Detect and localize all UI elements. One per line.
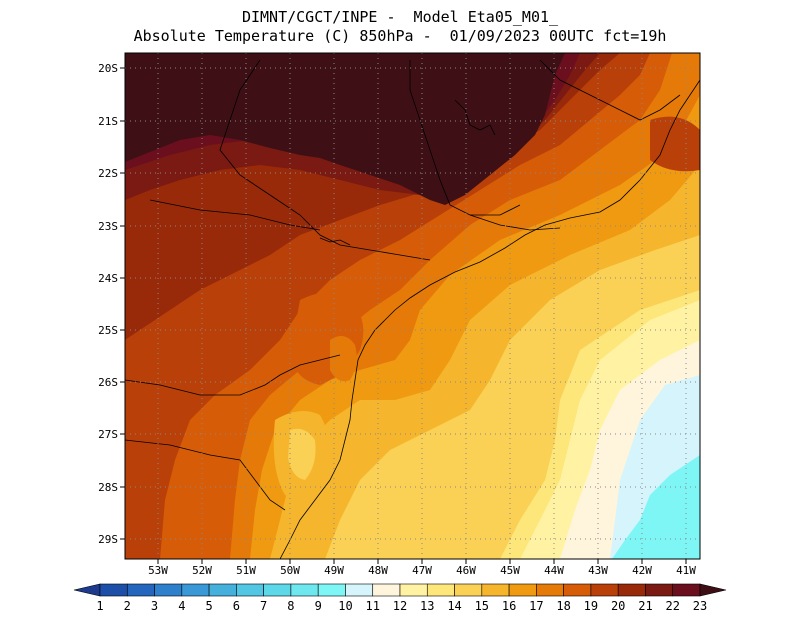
- lat-label-28s: 28S: [98, 481, 118, 494]
- colorbar-swatch: [426, 583, 455, 597]
- band-23plus: [125, 53, 565, 205]
- lon-label-47w: 47W: [412, 564, 432, 577]
- lon-label-52w: 52W: [192, 564, 212, 577]
- colorbar-label: 19: [584, 599, 598, 613]
- colorbar-label: 14: [447, 599, 461, 613]
- state-border-1: [125, 354, 341, 396]
- reservoir-2: [319, 237, 351, 246]
- state-border-4: [409, 60, 521, 216]
- lat-label-27s: 27S: [98, 428, 118, 441]
- colorbar-arrow-high: [699, 583, 727, 597]
- band-14-lobe: [288, 428, 316, 480]
- longitude-labels: 53W 52W 51W 50W 49W 48W 47W 46W 45W 44W …: [148, 564, 696, 577]
- chart-title: DIMNT/CGCT/INPE - Model Eta05_M01_: [241, 8, 559, 26]
- lat-label-24s: 24S: [98, 272, 118, 285]
- colorbar-label: 6: [233, 599, 240, 613]
- colorbar-label: 12: [393, 599, 407, 613]
- colorbar-swatch: [481, 583, 510, 597]
- colorbar-label: 22: [666, 599, 680, 613]
- lat-label-22s: 22S: [98, 167, 118, 180]
- colorbar-label: 23: [693, 599, 707, 613]
- lon-label-42w: 42W: [632, 564, 652, 577]
- colorbar-label: 1: [96, 599, 103, 613]
- lat-label-21s: 21S: [98, 115, 118, 128]
- colorbar-swatch: [590, 583, 619, 597]
- colorbar-label: 10: [338, 599, 352, 613]
- lon-label-53w: 53W: [148, 564, 168, 577]
- lat-label-25s: 25S: [98, 324, 118, 337]
- colorbar: 1 2 3 4 5 6 7 8 9 10 11 12 13 14 15 16 17 18 19 20 21 22 23: [73, 583, 727, 613]
- lon-label-49w: 49W: [324, 564, 344, 577]
- lon-label-43w: 43W: [588, 564, 608, 577]
- colorbar-label: 3: [151, 599, 158, 613]
- lon-label-41w: 41W: [676, 564, 696, 577]
- colorbar-label: 2: [124, 599, 131, 613]
- colorbar-swatch: [617, 583, 646, 597]
- state-border-7: [149, 199, 321, 231]
- state-border-2: [125, 439, 286, 511]
- colorbar-swatch: [317, 583, 346, 597]
- colorbar-swatch: [126, 583, 155, 597]
- colorbar-label: 8: [287, 599, 294, 613]
- colorbar-label: 11: [366, 599, 380, 613]
- colorbar-label: 7: [260, 599, 267, 613]
- band-19-east: [650, 116, 700, 172]
- boundaries: [125, 59, 700, 559]
- lon-label-46w: 46W: [456, 564, 476, 577]
- reservoir-1: [454, 99, 496, 136]
- lat-label-29s: 29S: [98, 533, 118, 546]
- colorbar-swatch: [345, 583, 374, 597]
- colorbar-label: 16: [502, 599, 516, 613]
- colorbar-label: 18: [556, 599, 570, 613]
- chart-subtitle: Absolute Temperature (C) 850hPa - 01/09/…: [133, 27, 667, 45]
- colorbar-label: 9: [315, 599, 322, 613]
- band-9: [612, 455, 700, 559]
- lat-label-26s: 26S: [98, 376, 118, 389]
- colorbar-swatch: [263, 583, 292, 597]
- lon-label-48w: 48W: [368, 564, 388, 577]
- colorbar-label: 4: [178, 599, 185, 613]
- colorbar-swatch: [536, 583, 564, 597]
- latitude-labels: 20S 21S 22S 23S 24S 25S 26S 27S 28S 29S: [98, 62, 118, 546]
- colorbar-swatch: [372, 583, 401, 597]
- colorbar-label: 13: [420, 599, 434, 613]
- band-17-lobe: [330, 336, 357, 382]
- colorbar-swatch: [563, 583, 592, 597]
- colorbar-swatch: [454, 583, 483, 597]
- lon-label-44w: 44W: [544, 564, 564, 577]
- coastline: [279, 79, 700, 559]
- colorbar-swatch: [672, 583, 701, 597]
- lon-label-50w: 50W: [280, 564, 300, 577]
- state-border-3: [219, 59, 431, 261]
- colorbar-swatch: [645, 583, 674, 597]
- colorbar-swatch: [399, 583, 428, 597]
- colorbar-arrow-low: [73, 583, 101, 597]
- state-border-6: [469, 214, 561, 231]
- plot-frame: [124, 52, 701, 560]
- temperature-field: [125, 53, 700, 559]
- state-border-5: [539, 59, 681, 121]
- colorbar-swatch: [290, 583, 319, 597]
- colorbar-swatch: [508, 583, 537, 597]
- colorbar-label: 5: [205, 599, 212, 613]
- lon-label-45w: 45W: [500, 564, 520, 577]
- colorbar-label: 15: [475, 599, 489, 613]
- grid: [125, 53, 700, 559]
- colorbar-swatch: [154, 583, 183, 597]
- lon-label-51w: 51W: [236, 564, 256, 577]
- colorbar-swatch: [208, 583, 237, 597]
- colorbar-label: 17: [529, 599, 543, 613]
- lat-label-23s: 23S: [98, 220, 118, 233]
- colorbar-swatch: [181, 583, 210, 597]
- colorbar-swatch: [236, 583, 264, 597]
- colorbar-label: 21: [638, 599, 652, 613]
- tick-marks: [120, 67, 687, 564]
- lat-label-20s: 20S: [98, 62, 118, 75]
- colorbar-swatch: [99, 583, 128, 597]
- colorbar-label: 20: [611, 599, 625, 613]
